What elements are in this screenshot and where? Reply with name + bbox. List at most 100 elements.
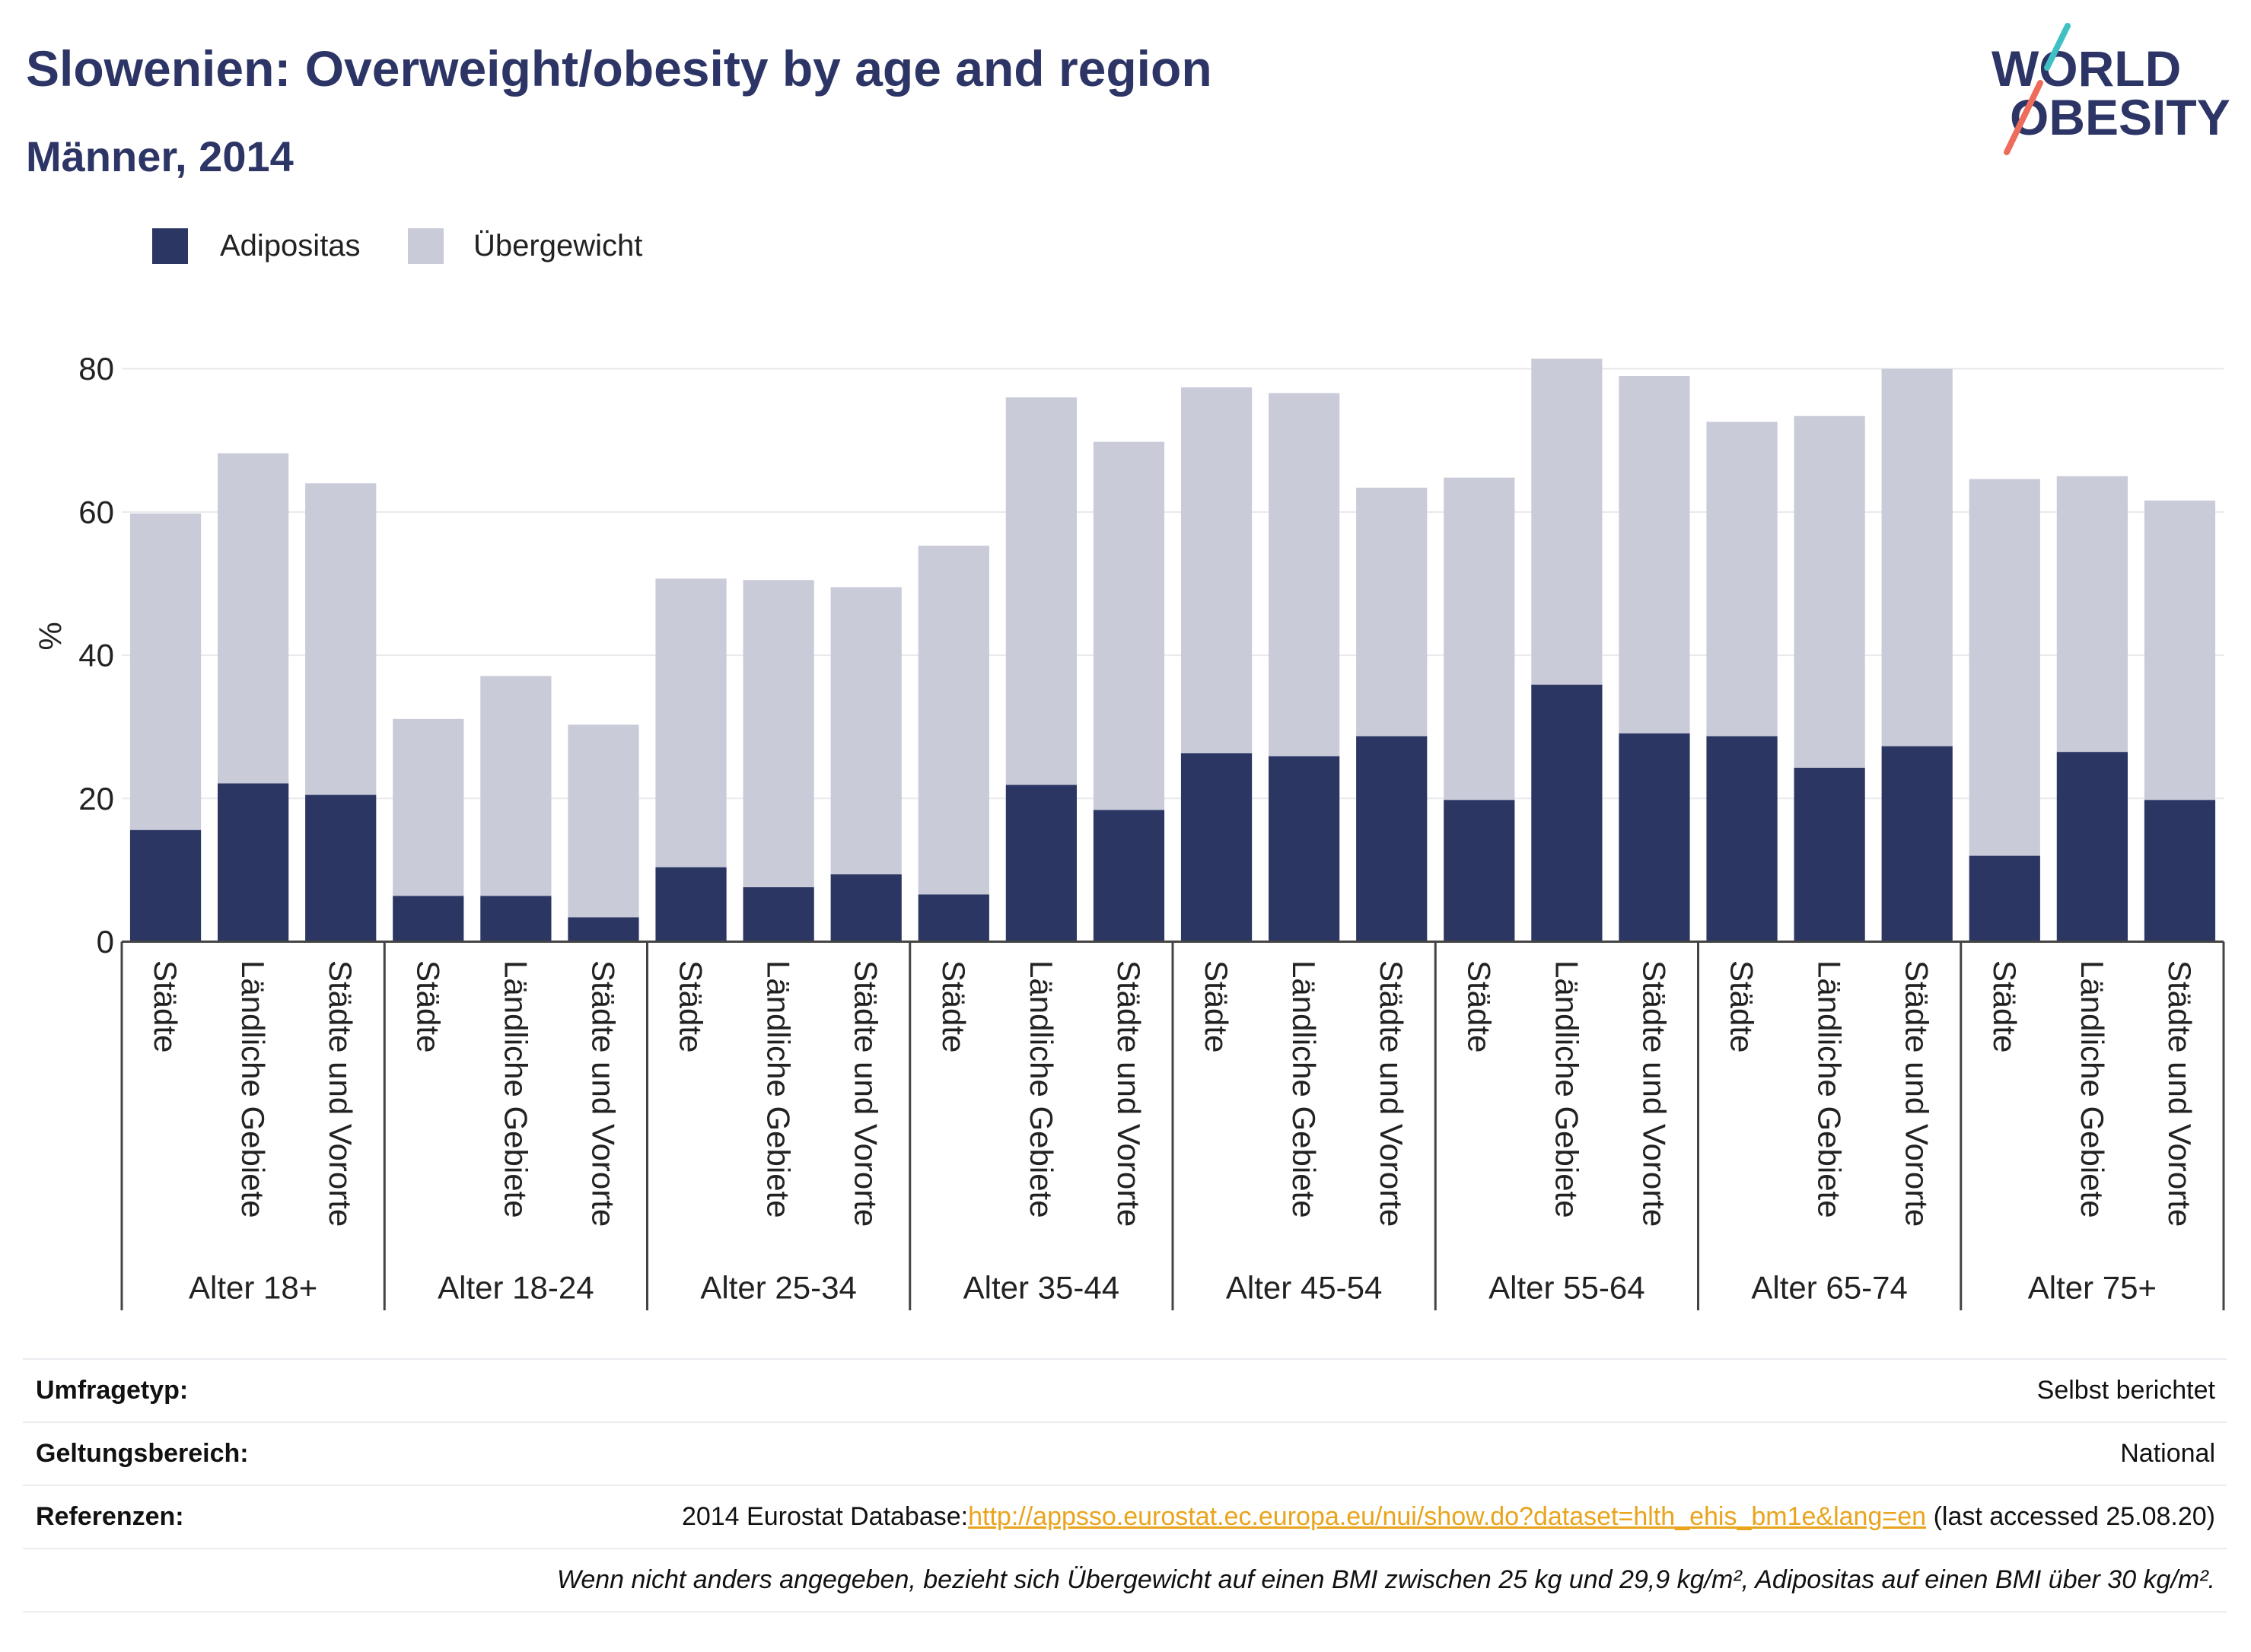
- uebergewicht-bar: [1881, 368, 1953, 746]
- y-tick-label: 0: [97, 924, 114, 960]
- adipositas-bar: [1531, 684, 1603, 942]
- x-group-label: Alter 45-54: [1226, 1270, 1382, 1306]
- references-value: 2014 Eurostat Database:http://appsso.eur…: [682, 1502, 2215, 1532]
- adipositas-bar: [1706, 736, 1778, 942]
- uebergewicht-bar: [1356, 487, 1428, 737]
- scope-value: National: [2120, 1439, 2215, 1468]
- chart-title: Slowenien: Overweight/obesity by age and…: [26, 40, 1212, 97]
- uebergewicht-bar: [1444, 477, 1515, 801]
- logo-word-obesity: OBESITY: [2010, 89, 2230, 145]
- uebergewicht-bar: [393, 718, 464, 896]
- adipositas-bar: [393, 896, 464, 942]
- adipositas-bar: [1093, 810, 1165, 942]
- definition-note-row: Wenn nicht anders angegeben, bezieht sic…: [23, 1548, 2227, 1612]
- y-axis: 0 20 40 60 80%: [33, 351, 115, 960]
- x-axis: Städte Ländliche Gebiete Städte und Vorort…: [120, 941, 2225, 1310]
- x-group-label: Alter 55-64: [1488, 1270, 1644, 1306]
- x-category-label: Städte und Vororte: [323, 960, 358, 1227]
- logo-word-world: WORLD: [1992, 40, 2181, 97]
- x-category-label: Städte: [148, 960, 183, 1052]
- bars: [129, 358, 2216, 942]
- adipositas-bar: [1269, 756, 1340, 942]
- x-category-label: Städte und Vororte: [1636, 960, 1672, 1227]
- adipositas-bar: [918, 894, 989, 942]
- legend-swatch-uebergewicht: [408, 228, 444, 264]
- survey-type-label: Umfragetyp:: [36, 1376, 189, 1405]
- reference-link[interactable]: http://appsso.eurostat.ec.europa.eu/nui/…: [968, 1502, 1927, 1531]
- x-category-label: Städte: [1199, 960, 1234, 1052]
- logo-slash-coral: [2004, 80, 2043, 155]
- uebergewicht-bar: [218, 453, 289, 784]
- legend-label-adipositas: Adipositas: [220, 229, 361, 263]
- x-category-label: Städte und Vororte: [1899, 960, 1935, 1227]
- legend-label-uebergewicht: Übergewicht: [473, 229, 643, 263]
- x-group-label: Alter 18-24: [438, 1270, 594, 1306]
- x-category-label: Städte und Vororte: [2162, 960, 2198, 1227]
- uebergewicht-bar: [1706, 422, 1778, 737]
- adipositas-bar: [2056, 752, 2128, 942]
- x-category-label: Städte: [673, 960, 709, 1052]
- uebergewicht-bar: [1269, 393, 1340, 756]
- x-category-label: Ländliche Gebiete: [1549, 960, 1584, 1218]
- x-group-label: Alter 25-34: [700, 1270, 856, 1306]
- legend-swatch-adipositas: [152, 228, 188, 264]
- adipositas-bar: [305, 794, 377, 942]
- x-category-label: Städte und Vororte: [585, 960, 621, 1227]
- x-category-label: Ländliche Gebiete: [1286, 960, 1322, 1218]
- y-tick-label: 20: [78, 781, 114, 816]
- adipositas-bar: [1180, 753, 1253, 942]
- adipositas-bar: [480, 896, 552, 942]
- x-category-label: Städte und Vororte: [1111, 960, 1147, 1227]
- references-prefix: 2014 Eurostat Database:: [681, 1502, 969, 1531]
- uebergewicht-bar: [1619, 376, 1690, 734]
- adipositas-bar: [2144, 800, 2216, 942]
- uebergewicht-bar: [568, 724, 639, 918]
- y-axis-title: %: [33, 622, 68, 650]
- x-category-label: Ländliche Gebiete: [761, 960, 797, 1218]
- adipositas-bar: [218, 783, 289, 942]
- x-category-label: Städte: [936, 960, 972, 1052]
- x-group-label: Alter 65-74: [1751, 1270, 1907, 1306]
- survey-type-value: Selbst berichtet: [2036, 1376, 2215, 1405]
- x-category-label: Ländliche Gebiete: [2074, 960, 2110, 1218]
- adipositas-bar: [1881, 746, 1953, 942]
- scope-label: Geltungsbereich:: [36, 1439, 249, 1468]
- y-tick-label: 40: [78, 638, 114, 673]
- y-tick-label: 80: [78, 351, 114, 387]
- uebergewicht-bar: [918, 546, 989, 895]
- x-category-label: Städte: [1724, 960, 1760, 1052]
- uebergewicht-bar: [1180, 387, 1253, 753]
- uebergewicht-bar: [1005, 397, 1077, 785]
- adipositas-bar: [743, 886, 814, 942]
- adipositas-bar: [830, 874, 902, 942]
- survey-type-row: Umfragetyp: Selbst berichtet: [23, 1358, 2227, 1421]
- logo-slash-teal: [2044, 23, 2071, 71]
- x-category-label: Städte und Vororte: [1374, 960, 1409, 1227]
- x-category-label: Ländliche Gebiete: [235, 960, 271, 1218]
- x-group-label: Alter 18+: [189, 1270, 317, 1306]
- uebergewicht-bar: [1093, 441, 1165, 810]
- x-category-label: Städte: [1987, 960, 2023, 1052]
- adipositas-bar: [1794, 767, 1865, 942]
- adipositas-bar: [655, 867, 727, 942]
- adipositas-bar: [1005, 785, 1077, 942]
- world-obesity-logo: WORLD OBESITY: [1992, 23, 2230, 155]
- adipositas-bar: [1444, 800, 1515, 942]
- uebergewicht-bar: [480, 676, 552, 896]
- x-category-label: Städte: [410, 960, 446, 1052]
- x-group-label: Alter 35-44: [963, 1270, 1119, 1306]
- uebergewicht-bar: [830, 587, 902, 875]
- uebergewicht-bar: [2144, 500, 2216, 801]
- uebergewicht-bar: [1969, 479, 2040, 856]
- chart-subtitle: Männer, 2014: [26, 132, 294, 180]
- adipositas-bar: [1619, 733, 1690, 942]
- info-table: Umfragetyp: Selbst berichtet Geltungsber…: [23, 1358, 2227, 1612]
- x-category-label: Ländliche Gebiete: [1024, 960, 1059, 1218]
- x-category-label: Ländliche Gebiete: [498, 960, 533, 1218]
- scope-row: Geltungsbereich: National: [23, 1421, 2227, 1485]
- adipositas-bar: [568, 917, 639, 942]
- x-category-label: Städte: [1461, 960, 1497, 1052]
- uebergewicht-bar: [2056, 476, 2128, 753]
- references-label: Referenzen:: [36, 1502, 184, 1531]
